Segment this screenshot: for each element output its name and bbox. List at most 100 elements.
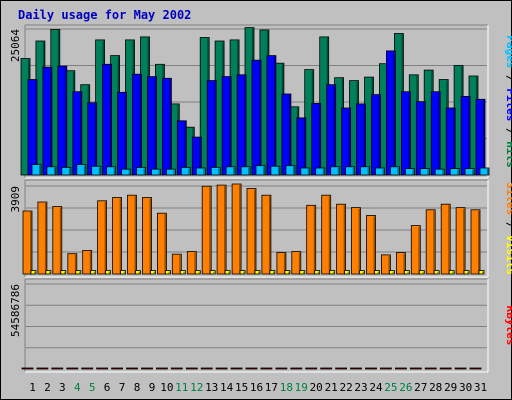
bar-shade [487, 169, 489, 175]
x-tick-label-day-20: 20 [310, 381, 323, 394]
bar-visits-day-19 [299, 270, 306, 275]
x-tick-label-day-5: 5 [89, 381, 96, 394]
bar-shade [418, 226, 420, 274]
bar-shade [292, 166, 295, 175]
bar-kbytes-day-21 [320, 367, 333, 370]
bar-shade [277, 167, 280, 175]
bar-shade [128, 170, 131, 175]
bar-shade [303, 118, 306, 175]
bar-shade [44, 203, 47, 274]
panel-background [25, 279, 488, 372]
x-tick-label-day-11: 11 [175, 381, 188, 394]
x-tick-label-day-27: 27 [414, 381, 427, 394]
bar-pages-day-25 [389, 166, 400, 176]
bar-shade [173, 170, 175, 175]
x-tick-label-day-19: 19 [295, 381, 308, 394]
series-sites [22, 183, 481, 275]
bar-shade [298, 252, 301, 274]
bar-pages-day-28 [434, 168, 445, 176]
bar-shade [209, 187, 211, 274]
bar-shade [93, 271, 96, 274]
bar-pages-day-22 [345, 166, 356, 176]
bar-shade [59, 207, 62, 274]
bar-shade [263, 166, 265, 175]
bar-shade [138, 271, 140, 274]
bar-visits-day-15 [239, 270, 246, 275]
bar-shade [89, 251, 92, 274]
bar-shade [388, 255, 390, 274]
bar-shade [483, 100, 485, 175]
bar-shade [124, 93, 127, 175]
bar-shade [302, 271, 305, 274]
bar-shade [94, 103, 97, 175]
bar-shade [229, 77, 231, 175]
x-tick-label-day-25: 25 [384, 381, 397, 394]
bar-visits-day-24 [374, 270, 380, 275]
x-tick-label-day-21: 21 [325, 381, 338, 394]
bar-shade [452, 271, 454, 274]
bar-pages-day-12 [195, 167, 206, 176]
bar-shade [169, 79, 171, 175]
bar-shade [467, 271, 469, 274]
bar-visits-day-29 [448, 270, 455, 275]
legend-label-part: / [504, 215, 512, 235]
bar-shade [362, 271, 364, 274]
bar-shade [478, 210, 480, 274]
x-tick-label-day-4: 4 [74, 381, 81, 394]
bar-kbytes-day-18 [275, 367, 288, 370]
bar-sites-day-23 [351, 207, 361, 275]
bar-shade [347, 271, 350, 274]
x-tick-label-day-3: 3 [59, 381, 66, 394]
bar-pages-day-17 [270, 165, 281, 176]
bar-sites-day-2 [37, 201, 48, 275]
bar-shade [313, 206, 316, 274]
bar-shade [218, 168, 220, 175]
bar-shade [228, 271, 230, 274]
bar-shade [78, 271, 81, 274]
bar-shade [337, 167, 340, 175]
bar-pages-day-19 [300, 167, 311, 176]
bar-pages-day-20 [315, 167, 326, 176]
bar-shade [184, 121, 186, 175]
y-axis-legend-label: KBytes [504, 306, 512, 346]
x-tick-label-day-17: 17 [265, 381, 278, 394]
bar-shade [397, 167, 399, 175]
bar-shade [244, 75, 246, 175]
bar-shade [68, 168, 71, 175]
bar-pages-day-30 [464, 168, 475, 176]
legend-label-part: / [504, 68, 512, 88]
bar-shade [318, 104, 321, 175]
bar-shade [392, 271, 394, 274]
series-pages [31, 164, 490, 176]
bar-kbytes-day-8 [126, 367, 138, 370]
bar-shade [34, 271, 36, 274]
bar-shade [437, 271, 439, 274]
bar-visits-day-31 [478, 270, 485, 275]
bar-visits-day-18 [284, 270, 291, 275]
bar-pages-day-14 [225, 166, 236, 176]
bar-shade [403, 253, 405, 274]
bar-sites-day-21 [321, 194, 332, 275]
bar-visits-day-3 [60, 270, 67, 275]
bar-sites-day-27 [410, 225, 421, 275]
bar-shade [119, 198, 122, 274]
bar-visits-day-4 [75, 270, 82, 275]
x-tick-label-day-16: 16 [250, 381, 263, 394]
bar-pages-day-18 [285, 165, 296, 176]
bar-pages-day-1 [31, 164, 42, 176]
bar-pages-day-23 [360, 166, 370, 176]
bar-shade [254, 189, 256, 274]
legend-label-part: Pages [504, 35, 512, 68]
bar-pages-day-15 [240, 166, 251, 176]
x-tick-label-day-18: 18 [280, 381, 293, 394]
x-tick-label-day-12: 12 [190, 381, 203, 394]
bar-shade [407, 271, 409, 274]
bar-kbytes-day-31 [469, 367, 482, 370]
bar-visits-day-11 [179, 270, 186, 275]
bar-kbytes-day-28 [424, 367, 437, 370]
bar-visits-day-7 [120, 270, 126, 275]
bar-shade [164, 214, 166, 274]
bar-shade [472, 169, 474, 175]
bar-sites-day-18 [276, 252, 287, 275]
x-tick-label-day-31: 31 [474, 381, 487, 394]
